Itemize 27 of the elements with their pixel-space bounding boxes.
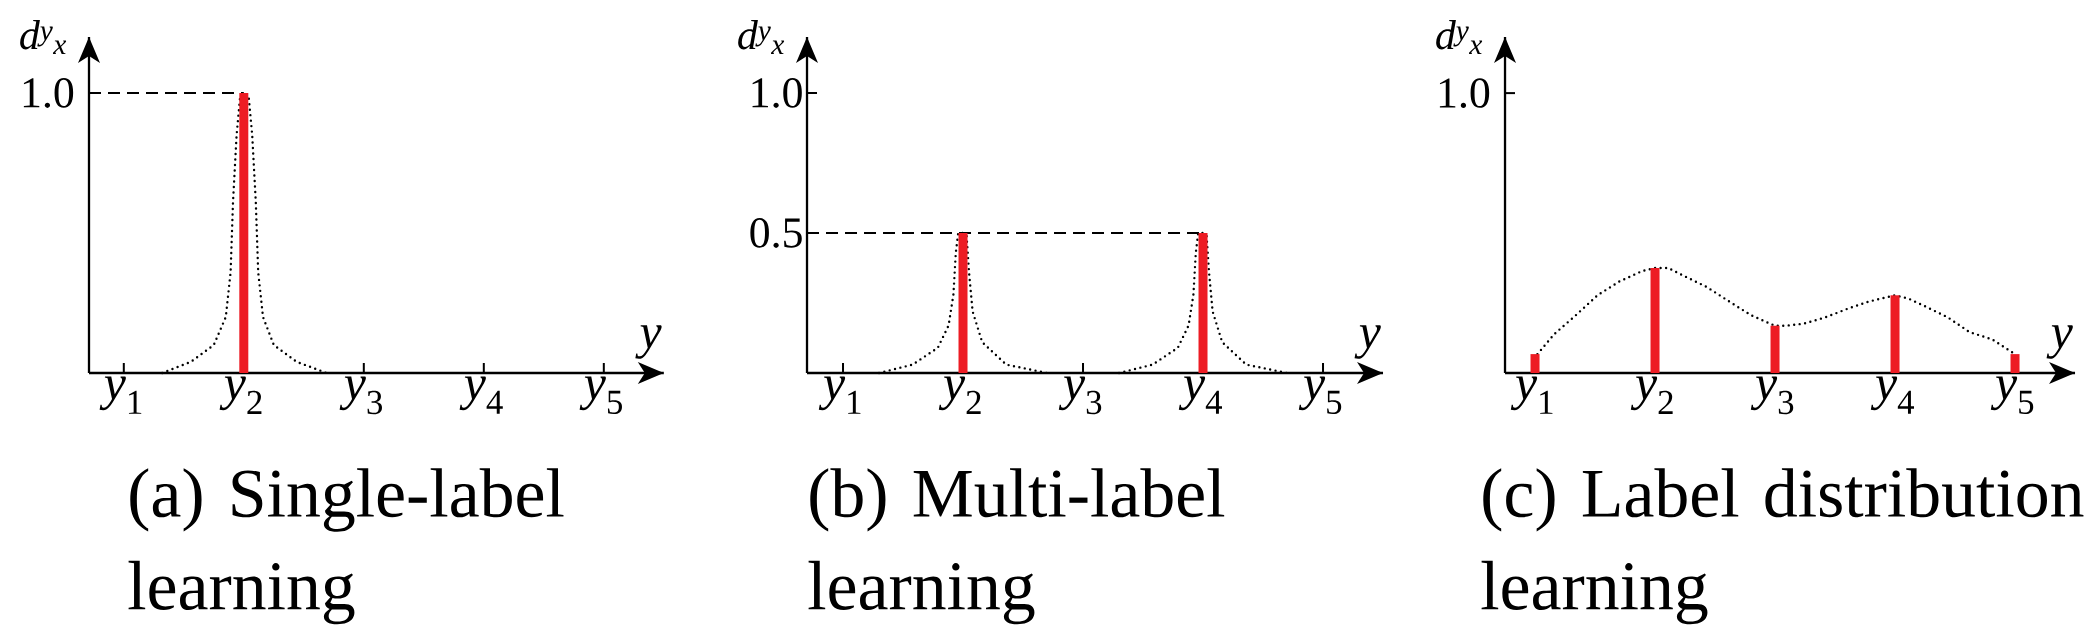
y-tick-label: 0.5 xyxy=(750,218,802,248)
y-axis-title: d$^{y}$$_{x}$ xyxy=(1436,20,1483,54)
ref-line-label: 1.0 xyxy=(23,78,74,108)
text: (b) Multi-label learning xyxy=(808,468,1225,625)
x-axis-title: y xyxy=(635,325,662,359)
x-tick-label: y$_{3}$ xyxy=(339,376,382,415)
y-axis-title: d$^{y}$$_{x}$ xyxy=(738,20,785,54)
x-tick-label: y$_{2}$ xyxy=(1630,376,1673,414)
text: (a) Single-label learning xyxy=(128,468,564,625)
x-tick-label: y$_{1}$ xyxy=(1510,376,1553,414)
x-tick-label: y$_{2}$ xyxy=(219,376,262,414)
x-tick-label: y$_{1}$ xyxy=(99,376,142,414)
x-tick-label: y$_{5}$ xyxy=(1298,376,1342,415)
x-tick-label: y$_{5}$ xyxy=(1990,376,2034,415)
x-axis-title: y xyxy=(1354,325,1381,359)
x-tick-label: y$_{5}$ xyxy=(579,376,622,415)
text: 1.0 xyxy=(1439,78,1490,108)
x-tick-label: y$_{2}$ xyxy=(938,376,981,414)
x-tick-label: y$_{3}$ xyxy=(1058,376,1102,415)
text: (c) Label distribution learning xyxy=(1481,468,2084,625)
x-tick-label: y$_{4}$ xyxy=(1870,376,1915,414)
x-tick-label: y$_{4}$ xyxy=(459,376,503,414)
x-axis-title: y xyxy=(2046,325,2073,359)
x-tick-label: y$_{3}$ xyxy=(1750,376,1794,415)
y-axis-title: d$^{y}$$_{x}$ xyxy=(20,20,67,54)
x-tick-label: y$_{4}$ xyxy=(1178,376,1222,414)
x-tick-label: y$_{1}$ xyxy=(818,376,861,414)
